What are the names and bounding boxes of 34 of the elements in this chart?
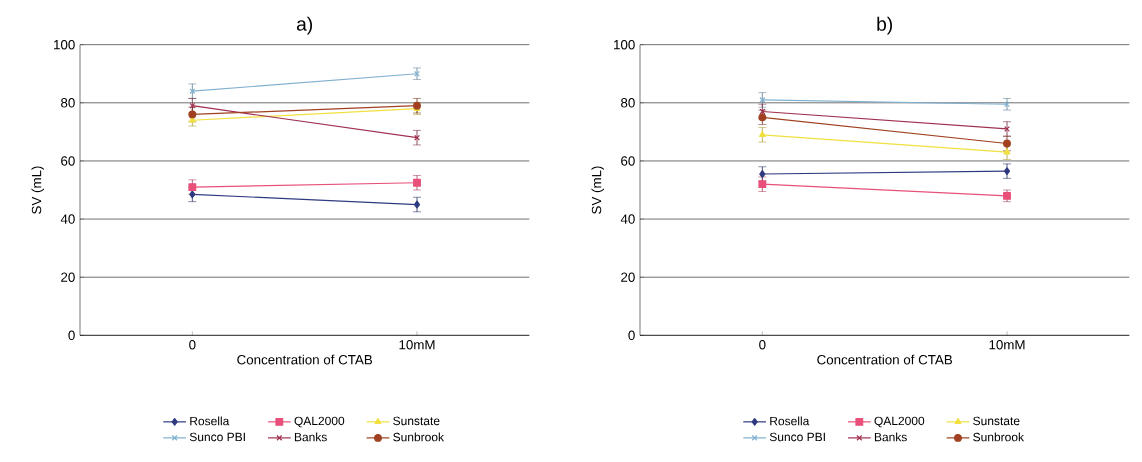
y-tick-label: 80 xyxy=(61,98,75,108)
legend-label: Banks xyxy=(294,432,327,442)
legend-label: Rosella xyxy=(770,416,810,426)
chart-title: b) xyxy=(877,16,893,35)
legend-label: Sunstate xyxy=(973,416,1020,426)
x-tick-label: 10mM xyxy=(989,340,1025,350)
x-tick-label: 0 xyxy=(189,340,196,350)
y-tick-label: 100 xyxy=(614,39,635,50)
legend-label: QAL2000 xyxy=(294,416,345,428)
legend-label: Sunco PBI xyxy=(189,432,245,442)
x-axis-title: Concentration of CTAB xyxy=(237,354,373,365)
legend-label: Sunstate xyxy=(393,416,440,426)
y-tick-label: 60 xyxy=(621,156,635,166)
legend-label: Sunbrook xyxy=(973,432,1025,442)
x-tick-label: 10mM xyxy=(399,340,435,350)
x-tick-label: 0 xyxy=(759,340,766,350)
y-tick-label: 40 xyxy=(60,214,75,224)
y-tick-label: 20 xyxy=(621,272,635,282)
legend-label: Rosella xyxy=(190,416,230,426)
y-axis-title: SV (mL) xyxy=(31,166,44,214)
y-tick-label: 20 xyxy=(61,272,75,282)
legend-label: Banks xyxy=(874,432,907,442)
legend-label: Sunco PBI xyxy=(769,432,825,442)
y-tick-label: 100 xyxy=(54,39,75,50)
legend-label: Sunbrook xyxy=(393,432,445,442)
y-tick-label: 40 xyxy=(620,214,635,224)
y-tick-label: 0 xyxy=(628,330,635,341)
y-axis-title: SV (mL) xyxy=(591,166,604,214)
y-tick-label: 0 xyxy=(68,330,75,341)
y-tick-label: 80 xyxy=(621,98,635,108)
x-axis-title: Concentration of CTAB xyxy=(817,354,953,365)
y-tick-label: 60 xyxy=(61,156,75,166)
chart-title: a) xyxy=(296,16,313,35)
legend-label: QAL2000 xyxy=(874,416,925,428)
